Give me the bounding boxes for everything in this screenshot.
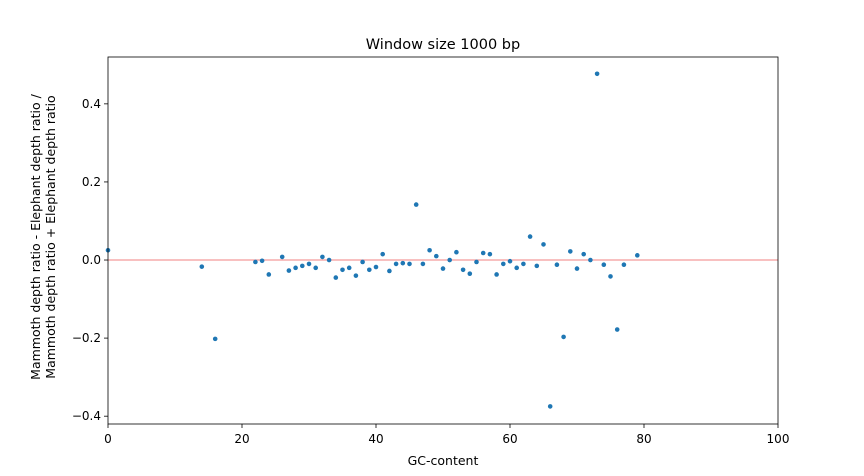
- y-tick-label: −0.4: [72, 409, 101, 423]
- data-point: [527, 234, 533, 239]
- data-point: [434, 253, 439, 259]
- y-tick-label: 0.4: [82, 97, 101, 111]
- x-tick-label: 20: [234, 432, 249, 446]
- data-point: [353, 273, 359, 278]
- y-axis-label-line-2: Mammoth depth ratio + Elephant depth rat…: [43, 95, 58, 378]
- data-point: [387, 268, 392, 274]
- data-point: [199, 264, 205, 269]
- data-point: [393, 261, 399, 267]
- plot-frame: [107, 56, 779, 425]
- data-point: [279, 254, 285, 260]
- y-tick-label: 0.2: [82, 175, 101, 189]
- data-point: [293, 265, 298, 271]
- data-point: [568, 249, 573, 254]
- data-point: [487, 251, 493, 257]
- data-point: [588, 257, 593, 263]
- data-point: [601, 262, 607, 268]
- data-point: [547, 404, 553, 409]
- data-point: [621, 262, 627, 268]
- plot-area: 0 20 40 60 80 100 −0.4 −0.2 0.0 0.2 0.4: [72, 56, 790, 446]
- data-point: [635, 253, 640, 258]
- data-point: [614, 327, 620, 332]
- data-point: [300, 263, 305, 269]
- data-point: [253, 259, 258, 265]
- data-point: [514, 265, 519, 271]
- data-point: [346, 265, 352, 271]
- data-point: [554, 262, 560, 268]
- data-point: [507, 258, 513, 264]
- data-point: [574, 266, 580, 271]
- data-point: [474, 259, 479, 265]
- data-point: [407, 261, 412, 267]
- data-point: [440, 266, 446, 271]
- data-point: [521, 261, 526, 267]
- data-point: [420, 261, 426, 267]
- data-point: [326, 257, 332, 263]
- y-axis-label-line-1: Mammoth depth ratio - Elephant depth rat…: [28, 93, 43, 379]
- data-point: [581, 251, 586, 257]
- data-point: [467, 271, 473, 276]
- data-point: [373, 264, 379, 270]
- data-point: [594, 71, 600, 77]
- data-point: [454, 249, 459, 255]
- data-point: [367, 267, 372, 273]
- data-point: [313, 265, 319, 271]
- data-point: [259, 258, 265, 264]
- data-point: [360, 259, 365, 265]
- data-point: [306, 261, 312, 267]
- data-point: [427, 247, 432, 253]
- data-point: [541, 242, 546, 247]
- data-point: [286, 268, 292, 273]
- data-point: [380, 251, 386, 257]
- data-point: [333, 275, 339, 280]
- data-point: [501, 261, 506, 267]
- data-point: [340, 267, 345, 273]
- x-tick-label: 60: [502, 432, 517, 446]
- data-point: [534, 263, 540, 269]
- data-point: [561, 334, 566, 340]
- chart-title: Window size 1000 bp: [366, 37, 520, 53]
- x-tick-label: 100: [767, 432, 790, 446]
- x-tick-label: 40: [368, 432, 383, 446]
- data-point: [447, 257, 453, 263]
- data-point: [212, 336, 218, 342]
- data-point: [460, 267, 466, 273]
- data-point: [480, 250, 486, 256]
- y-tick-label: −0.2: [72, 331, 101, 345]
- x-tick-label: 80: [636, 432, 651, 446]
- data-point: [608, 274, 613, 279]
- y-tick-label: 0.0: [82, 253, 101, 267]
- data-point: [266, 272, 272, 277]
- data-point: [400, 260, 406, 266]
- data-point: [413, 202, 419, 207]
- x-axis-label: GC-content: [408, 453, 479, 468]
- data-point: [494, 272, 499, 277]
- data-point: [320, 254, 325, 260]
- x-tick-label: 0: [104, 432, 112, 446]
